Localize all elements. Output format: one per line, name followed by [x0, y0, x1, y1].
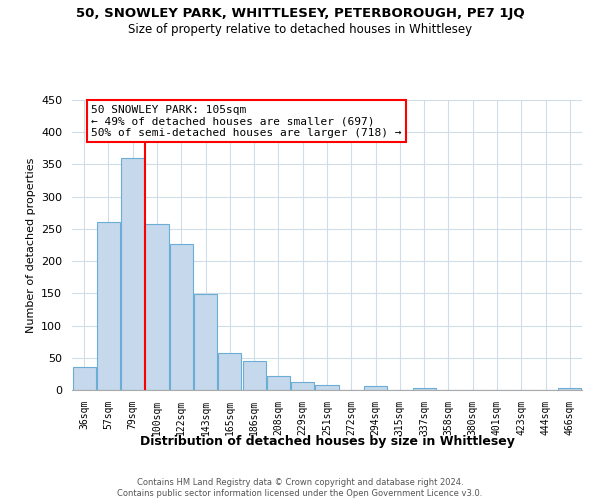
Text: 50 SNOWLEY PARK: 105sqm
← 49% of detached houses are smaller (697)
50% of semi-d: 50 SNOWLEY PARK: 105sqm ← 49% of detache…	[91, 104, 402, 138]
Bar	[218, 352, 241, 390]
Bar	[267, 376, 290, 390]
Bar	[364, 386, 387, 390]
Text: Contains HM Land Registry data © Crown copyright and database right 2024.
Contai: Contains HM Land Registry data © Crown c…	[118, 478, 482, 498]
Bar	[145, 224, 169, 390]
Y-axis label: Number of detached properties: Number of detached properties	[26, 158, 35, 332]
Bar	[170, 244, 193, 390]
Text: Distribution of detached houses by size in Whittlesey: Distribution of detached houses by size …	[140, 435, 514, 448]
Text: Size of property relative to detached houses in Whittlesey: Size of property relative to detached ho…	[128, 22, 472, 36]
Bar	[413, 388, 436, 390]
Bar	[73, 368, 95, 390]
Bar	[291, 382, 314, 390]
Bar	[242, 361, 266, 390]
Bar	[559, 388, 581, 390]
Bar	[316, 385, 338, 390]
Bar	[194, 294, 217, 390]
Bar	[97, 222, 120, 390]
Text: 50, SNOWLEY PARK, WHITTLESEY, PETERBOROUGH, PE7 1JQ: 50, SNOWLEY PARK, WHITTLESEY, PETERBOROU…	[76, 8, 524, 20]
Bar	[121, 158, 144, 390]
